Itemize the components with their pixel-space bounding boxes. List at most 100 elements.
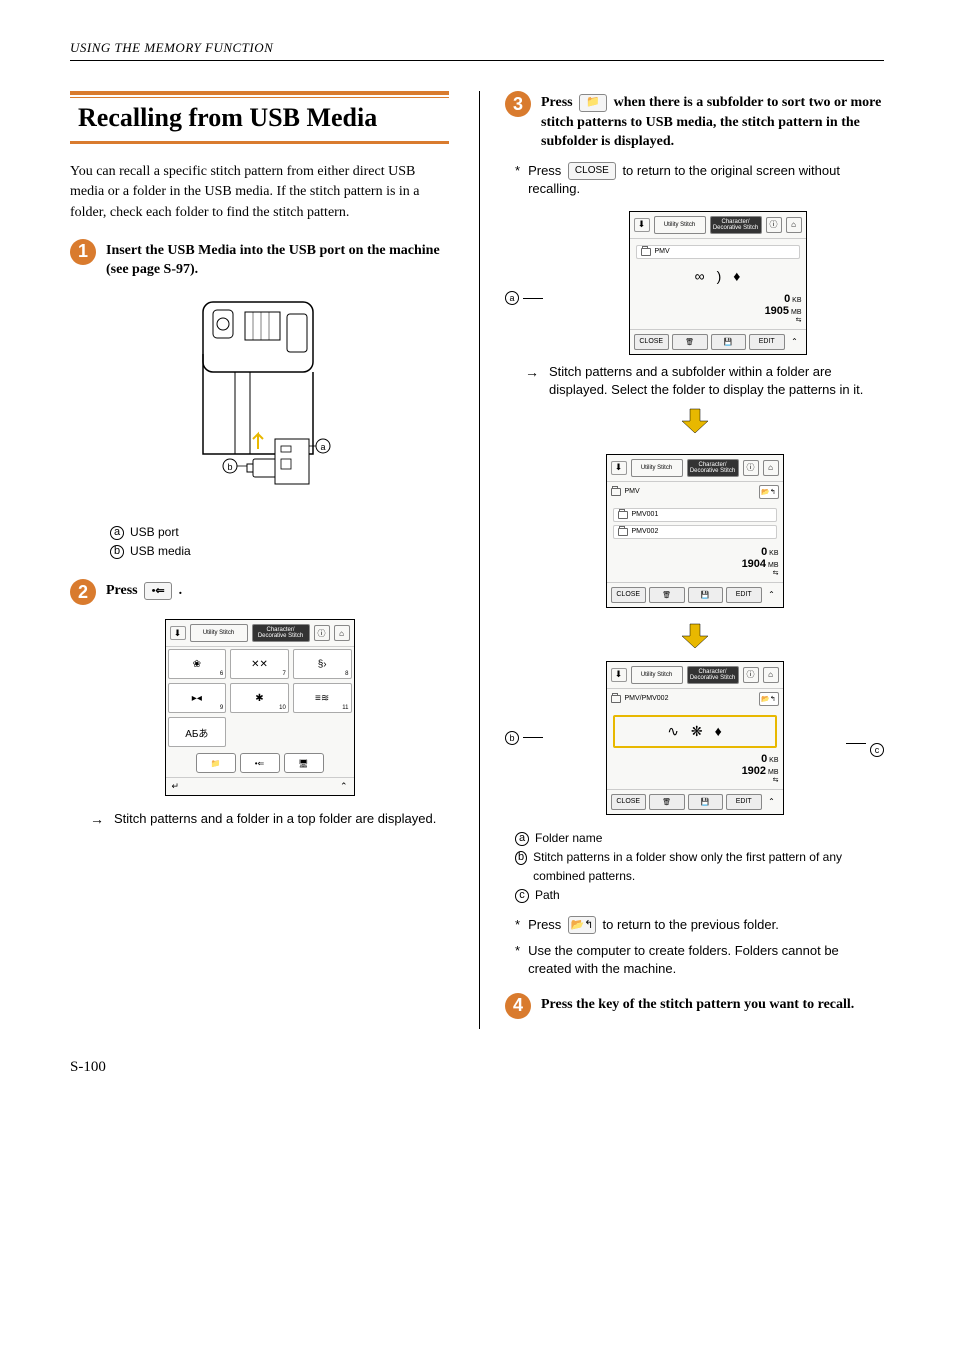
breadcrumb-text: PMV/PMV002 <box>625 695 669 702</box>
delete-button[interactable]: 🗑 <box>649 794 685 810</box>
folder-up-button[interactable]: 📂↰ <box>759 692 779 706</box>
memory-info: 0 KB 1902 MB ⇆ <box>742 753 779 785</box>
highlighted-patterns: ∿❋♦ <box>613 715 777 748</box>
asterisk-icon: * <box>515 916 520 935</box>
info-icon[interactable]: ⓘ <box>743 460 759 476</box>
pattern-cell-7[interactable]: ✕✕7 <box>230 649 289 679</box>
folder-icon: 📁 <box>579 94 607 112</box>
legend-marker: c <box>515 889 529 903</box>
note1-post: to return to the previous folder. <box>603 917 779 932</box>
step-1-text: Insert the USB Media into the USB port o… <box>106 239 449 280</box>
folder-icon <box>611 695 621 703</box>
tab-decorative[interactable]: Character/ Decorative Stitch <box>252 624 310 642</box>
info-icon[interactable]: ⓘ <box>743 667 759 683</box>
tab-utility[interactable]: Utility Stitch <box>190 624 248 642</box>
breadcrumb-text: PMV <box>625 488 640 495</box>
delete-button[interactable]: 🗑 <box>672 334 708 350</box>
tab-decorative[interactable]: Character/ Decorative Stitch <box>687 459 739 477</box>
close-note-pre: Press <box>528 163 565 178</box>
svg-text:b: b <box>227 462 232 472</box>
tab-decorative[interactable]: Character/ Decorative Stitch <box>710 216 762 234</box>
folder-icon <box>618 511 628 519</box>
arrow-icon: → <box>90 810 104 830</box>
home-icon[interactable]: ⌂ <box>763 667 779 683</box>
arrow-icon: → <box>525 363 539 399</box>
page-header: USING THE MEMORY FUNCTION <box>70 40 884 61</box>
file-pmv002[interactable]: PMV002 <box>613 525 777 539</box>
step-2-suffix: . <box>179 583 183 598</box>
pattern-cell-11[interactable]: ≡≋11 <box>293 683 352 713</box>
pattern-cell-8[interactable]: §›8 <box>293 649 352 679</box>
pattern-cell-9[interactable]: ▸◂9 <box>168 683 227 713</box>
tab-decorative[interactable]: Character/ Decorative Stitch <box>687 666 739 684</box>
pattern-cell-6[interactable]: ❀6 <box>168 649 227 679</box>
svg-text:a: a <box>320 442 325 452</box>
close-button[interactable]: CLOSE <box>611 587 647 603</box>
scroll-icon[interactable]: ⌃ <box>340 781 348 792</box>
screen-1: ⬇ Utility Stitch Character/ Decorative S… <box>629 211 807 355</box>
close-button[interactable]: CLOSE <box>611 794 647 810</box>
step-number-4: 4 <box>505 993 531 1019</box>
legend-marker: a <box>515 832 529 846</box>
step-2: 2 Press •⇐ . <box>70 579 449 605</box>
stitch-preview-row: ∞)♦ <box>636 262 800 290</box>
legend-label: Stitch patterns in a folder show only th… <box>533 848 884 886</box>
legend-label: Folder name <box>535 829 602 848</box>
info-icon[interactable]: ⓘ <box>766 217 782 233</box>
needle-icon: ⬇ <box>170 626 186 640</box>
pattern-screen-footer: ↵ ⌃ <box>166 777 354 795</box>
legend-r1: a Folder name <box>515 829 884 848</box>
nav-usb-icon[interactable]: •⇐ <box>240 753 280 773</box>
folder-up-button[interactable]: 📂↰ <box>759 485 779 499</box>
step-1: 1 Insert the USB Media into the USB port… <box>70 239 449 280</box>
memory-info: 0 KB 1904 MB ⇆ <box>742 546 779 578</box>
file-label: PMV <box>655 248 670 255</box>
section-title: Recalling from USB Media <box>70 98 449 141</box>
nav-pocket-icon[interactable]: 📁 <box>196 753 236 773</box>
nav-pc-icon[interactable]: 🖥 <box>284 753 324 773</box>
legend-label-b: USB media <box>130 542 191 561</box>
folder-icon <box>618 528 628 536</box>
bottom-note-1: * Press 📂↰ to return to the previous fol… <box>515 916 884 935</box>
arrow-note-right: → Stitch patterns and a subfolder within… <box>525 363 884 399</box>
edit-button[interactable]: EDIT <box>726 794 762 810</box>
edit-button[interactable]: EDIT <box>749 334 785 350</box>
memory-button[interactable]: 💾 <box>688 587 724 603</box>
right-legend: a Folder name b Stitch patterns in a fol… <box>515 829 884 906</box>
home-icon[interactable]: ⌂ <box>763 460 779 476</box>
info-icon[interactable]: ⓘ <box>314 625 330 641</box>
step-2-text: Press •⇐ . <box>106 579 182 601</box>
nav-row: 📁 •⇐ 🖥 <box>166 749 354 777</box>
tab-utility[interactable]: Utility Stitch <box>654 216 706 234</box>
return-icon[interactable]: ↵ <box>172 781 180 792</box>
needle-icon: ⬇ <box>634 218 650 232</box>
arrow-note-right-text: Stitch patterns and a subfolder within a… <box>549 363 884 399</box>
screen-2: ⬇ Utility Stitch Character/ Decorative S… <box>606 454 784 608</box>
tab-utility[interactable]: Utility Stitch <box>631 666 683 684</box>
edit-button[interactable]: EDIT <box>726 587 762 603</box>
callout-3: c <box>870 743 884 757</box>
arrow-note-left: → Stitch patterns and a folder in a top … <box>90 810 449 830</box>
home-icon[interactable]: ⌂ <box>786 217 802 233</box>
right-column: 3 Press 📁 when there is a subfolder to s… <box>479 91 884 1029</box>
memory-button[interactable]: 💾 <box>711 334 747 350</box>
memory-button[interactable]: 💾 <box>688 794 724 810</box>
close-button[interactable]: CLOSE <box>634 334 670 350</box>
screen2-wrap: ⬇ Utility Stitch Character/ Decorative S… <box>505 454 884 608</box>
bottom-note-1-text: Press 📂↰ to return to the previous folde… <box>528 916 779 935</box>
file-pmv001[interactable]: PMV001 <box>613 508 777 522</box>
pattern-cell-10[interactable]: ✱10 <box>230 683 289 713</box>
home-icon[interactable]: ⌂ <box>334 625 350 641</box>
delete-button[interactable]: 🗑 <box>649 587 685 603</box>
legend-label-a: USB port <box>130 523 179 542</box>
section-title-bar: Recalling from USB Media <box>70 91 449 144</box>
folder-icon <box>641 248 651 256</box>
pattern-cell-ab[interactable]: AБあ <box>168 717 227 747</box>
memory-info: 0 KB 1905 MB ⇆ <box>765 293 802 325</box>
screen-header: ⬇ Utility Stitch Character/ Decorative S… <box>166 620 354 647</box>
legend-marker-b: b <box>110 545 124 559</box>
step-number-3: 3 <box>505 91 531 117</box>
file-pmv[interactable]: PMV <box>636 245 800 259</box>
bottom-note-2-text: Use the computer to create folders. Fold… <box>528 942 884 978</box>
tab-utility[interactable]: Utility Stitch <box>631 459 683 477</box>
